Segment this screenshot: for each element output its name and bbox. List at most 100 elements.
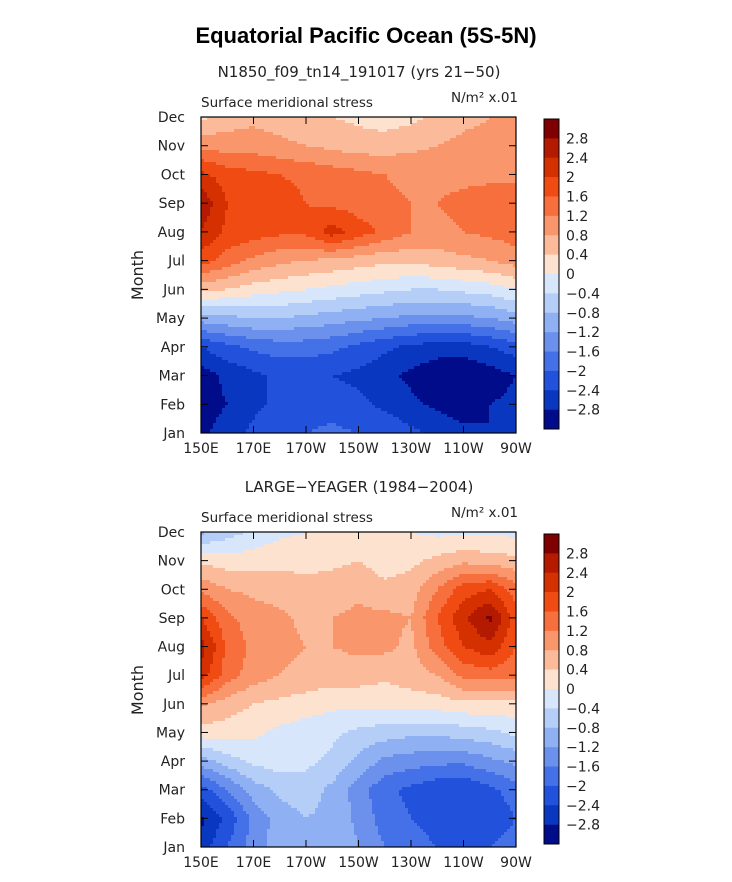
heatmap-cell <box>384 237 388 241</box>
heatmap-cell <box>321 138 325 142</box>
heatmap-cell <box>495 225 499 229</box>
heatmap-cell <box>312 171 316 175</box>
heatmap-cell <box>432 132 436 136</box>
heatmap-cell <box>315 168 319 172</box>
heatmap-cell <box>510 186 514 190</box>
heatmap-cell <box>399 174 403 178</box>
heatmap-cell <box>426 171 430 175</box>
heatmap-cell <box>345 207 349 211</box>
heatmap-cell <box>222 135 226 139</box>
heatmap-cell <box>378 126 382 130</box>
heatmap-cell <box>222 126 226 130</box>
heatmap-cell <box>270 120 274 124</box>
heatmap-cell <box>258 144 262 148</box>
heatmap-cell <box>417 213 421 217</box>
heatmap-cell <box>381 213 385 217</box>
heatmap-cell <box>468 216 472 220</box>
heatmap-cell <box>375 168 379 172</box>
heatmap-cell <box>366 168 370 172</box>
heatmap-cell <box>414 153 418 157</box>
heatmap-cell <box>468 240 472 244</box>
heatmap-cell <box>276 159 280 163</box>
heatmap-cell <box>327 135 331 139</box>
heatmap-cell <box>363 120 367 124</box>
heatmap-cell <box>273 150 277 154</box>
heatmap-cell <box>225 117 229 121</box>
heatmap-cell <box>465 240 469 244</box>
heatmap-cell <box>303 147 307 151</box>
heatmap-cell <box>333 168 337 172</box>
heatmap-cell <box>402 165 406 169</box>
heatmap-cell <box>291 150 295 154</box>
heatmap-cell <box>312 123 316 127</box>
heatmap-cell <box>453 228 457 232</box>
heatmap-cell <box>330 189 334 193</box>
heatmap-cell <box>255 234 259 238</box>
heatmap-cell <box>423 144 427 148</box>
heatmap-cell <box>228 141 232 145</box>
heatmap-cell <box>225 213 229 217</box>
heatmap-cell <box>498 189 502 193</box>
heatmap-cell <box>231 126 235 130</box>
heatmap-cell <box>354 135 358 139</box>
heatmap-cell <box>324 171 328 175</box>
heatmap-cell <box>414 135 418 139</box>
heatmap-cell <box>228 150 232 154</box>
heatmap-cell <box>297 216 301 220</box>
heatmap-cell <box>453 138 457 142</box>
heatmap-cell <box>381 192 385 196</box>
heatmap-cell <box>462 228 466 232</box>
heatmap-cell <box>324 141 328 145</box>
heatmap-cell <box>372 120 376 124</box>
heatmap-cell <box>249 132 253 136</box>
heatmap-cell <box>270 240 274 244</box>
heatmap-cell <box>450 126 454 130</box>
heatmap-cell <box>450 231 454 235</box>
heatmap-cell <box>378 189 382 193</box>
heatmap-cell <box>273 171 277 175</box>
heatmap-cell <box>339 165 343 169</box>
heatmap-cell <box>396 192 400 196</box>
heatmap-cell <box>300 222 304 226</box>
heatmap-cell <box>216 168 220 172</box>
heatmap-cell <box>501 216 505 220</box>
heatmap-cell <box>366 144 370 148</box>
heatmap-cell <box>234 126 238 130</box>
heatmap-cell <box>387 165 391 169</box>
heatmap-cell <box>285 207 289 211</box>
heatmap-cell <box>435 117 439 121</box>
heatmap-cell <box>252 135 256 139</box>
heatmap-cell <box>510 228 514 232</box>
heatmap-cell <box>201 192 205 196</box>
heatmap-cell <box>417 231 421 235</box>
heatmap-cell <box>507 186 511 190</box>
heatmap-cell <box>225 132 229 136</box>
heatmap-cell <box>204 195 208 199</box>
heatmap-cell <box>486 231 490 235</box>
heatmap-cell <box>498 234 502 238</box>
heatmap-cell <box>267 141 271 145</box>
heatmap-cell <box>225 243 229 247</box>
heatmap-cell <box>210 222 214 226</box>
heatmap-cell <box>480 159 484 163</box>
heatmap-cell <box>261 186 265 190</box>
heatmap-cell <box>303 210 307 214</box>
heatmap-cell <box>219 132 223 136</box>
heatmap-cell <box>321 240 325 244</box>
heatmap-cell <box>351 168 355 172</box>
heatmap-cell <box>426 141 430 145</box>
heatmap-cell <box>225 147 229 151</box>
heatmap-cell <box>411 213 415 217</box>
heatmap-cell <box>393 204 397 208</box>
heatmap-cell <box>312 159 316 163</box>
heatmap-cell <box>456 216 460 220</box>
heatmap-cell <box>264 174 268 178</box>
heatmap-cell <box>423 207 427 211</box>
heatmap-cell <box>231 195 235 199</box>
heatmap-cell <box>291 174 295 178</box>
heatmap-cell <box>492 120 496 124</box>
heatmap-cell <box>357 132 361 136</box>
heatmap-cell <box>513 204 516 208</box>
heatmap-cell <box>477 198 481 202</box>
heatmap-cell <box>453 207 457 211</box>
